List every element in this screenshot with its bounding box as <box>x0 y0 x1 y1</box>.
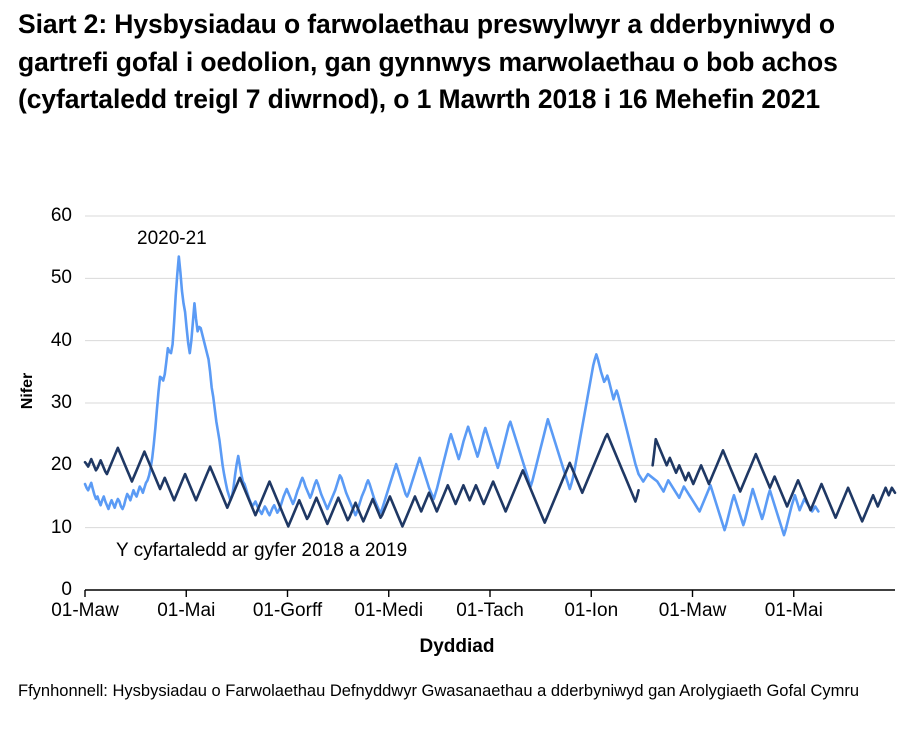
y-tick-label: 60 <box>50 205 72 226</box>
y-tick-label: 20 <box>50 454 72 476</box>
x-tick-label: 01-Mai <box>157 600 216 621</box>
page-title: Siart 2: Hysbysiadau o farwolaethau pres… <box>18 9 838 115</box>
x-tick-label: 01-Maw <box>658 600 727 621</box>
x-axis-label: Dyddiad <box>419 636 495 657</box>
annotation-2020-21: 2020-21 <box>137 228 207 249</box>
x-tick-label: 01-Medi <box>354 600 424 621</box>
x-tick-label: 01-Ion <box>564 600 619 621</box>
x-tick-marks <box>84 590 795 597</box>
annotation-average: Y cyfartaledd ar gyfer 2018 a 2019 <box>116 540 408 561</box>
y-tick-label: 30 <box>50 392 72 413</box>
series-line <box>83 255 820 537</box>
gridlines <box>85 215 895 529</box>
series-line <box>83 432 640 528</box>
line-chart-svg <box>83 215 897 597</box>
y-tick-label: 50 <box>50 267 72 289</box>
y-tick-label: 40 <box>50 329 72 351</box>
y-tick-label: 0 <box>61 579 72 600</box>
y-axis-label: Nifer <box>19 372 36 410</box>
y-tick-label: 10 <box>50 516 72 538</box>
x-tick-label: 01-Tach <box>456 600 524 621</box>
plot-area <box>0 196 914 600</box>
series-lines <box>83 255 897 537</box>
x-tick-label: 01-Mai <box>764 600 823 621</box>
x-tick-label: 01-Maw <box>51 600 119 621</box>
series-line <box>651 437 897 523</box>
x-tick-label: 01-Gorff <box>252 600 323 621</box>
x-tick-labels: 01-Maw 01-Mai 01-Gorff 01-Medi 01-Tach 01-Ion… <box>0 600 914 626</box>
source-note: Ffynhonnell: Hysbysiadau o Farwolaethau … <box>18 682 860 700</box>
